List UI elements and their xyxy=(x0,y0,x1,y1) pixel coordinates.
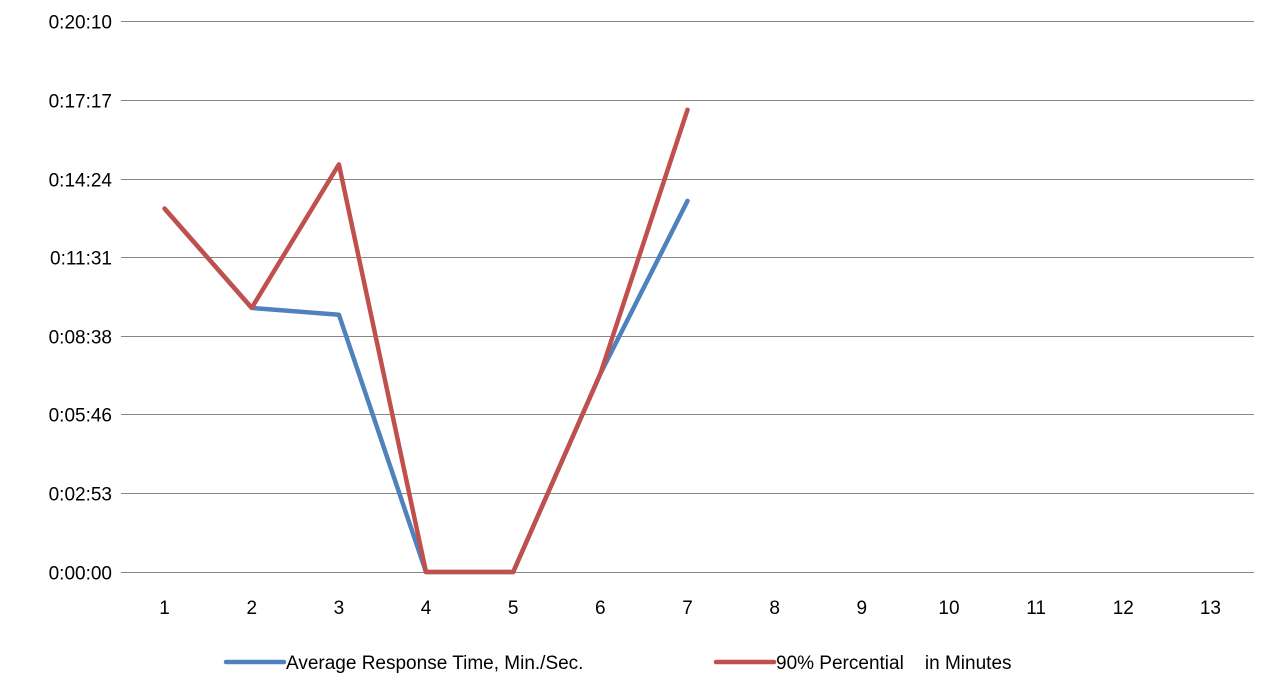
y-tick-label: 0:17:17 xyxy=(49,92,112,113)
x-tick-label: 2 xyxy=(246,598,257,619)
x-tick-label: 6 xyxy=(595,598,606,619)
y-tick-label: 0:00:00 xyxy=(49,564,112,585)
x-tick-label: 9 xyxy=(857,598,868,619)
y-tick-label: 0:08:38 xyxy=(49,328,112,349)
y-tick-label: 0:02:53 xyxy=(49,485,112,506)
x-tick-label: 1 xyxy=(159,598,170,619)
y-tick-label: 0:14:24 xyxy=(49,171,113,192)
x-tick-label: 3 xyxy=(334,598,345,619)
y-axis-tick-labels: 0:00:00 0:02:53 0:05:46 0:08:38 0:11:31 0:14:… xyxy=(49,13,113,585)
y-tick-label: 0:05:46 xyxy=(49,406,112,427)
x-tick-label: 4 xyxy=(421,598,432,619)
x-tick-label: 7 xyxy=(682,598,693,619)
series-line-1 xyxy=(162,198,690,575)
y-tick-label: 0:11:31 xyxy=(50,249,112,270)
x-tick-label: 13 xyxy=(1200,598,1221,619)
x-tick-label: 5 xyxy=(508,598,519,619)
x-tick-label: 10 xyxy=(938,598,959,619)
x-tick-label: 8 xyxy=(769,598,780,619)
series-lines xyxy=(162,107,690,575)
series-line-2 xyxy=(162,107,690,575)
x-tick-label: 11 xyxy=(1026,598,1046,619)
x-tick-label: 12 xyxy=(1113,598,1134,619)
x-axis-tick-labels: 1 2 3 4 5 6 7 8 9 10 11 12 13 xyxy=(159,598,1221,619)
legend-label-1: Average Response Time, Min./Sec. xyxy=(286,653,583,674)
legend-label-2: 90% Percential in Minutes xyxy=(776,653,1012,674)
legend: Average Response Time, Min./Sec. 90% Perc… xyxy=(223,653,1012,674)
gridlines xyxy=(121,21,1254,573)
y-tick-label: 0:20:10 xyxy=(49,13,112,34)
